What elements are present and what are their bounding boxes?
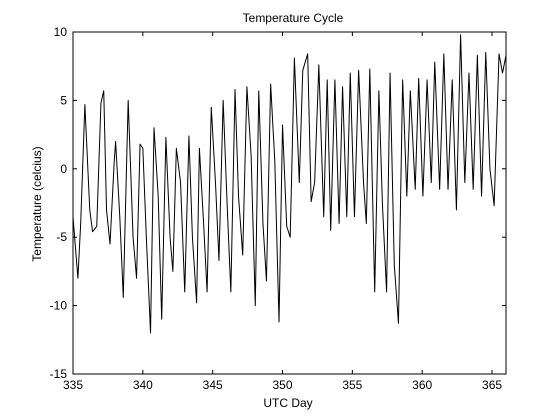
x-tick-label: 365 bbox=[482, 378, 502, 392]
chart-title: Temperature Cycle bbox=[243, 11, 344, 25]
y-tick-label: 0 bbox=[60, 162, 67, 176]
x-tick-label: 360 bbox=[412, 378, 432, 392]
y-tick-label: 5 bbox=[60, 93, 67, 107]
y-axis-ticks: -15 -10 -5 0 5 10 bbox=[50, 25, 506, 381]
x-axis-ticks: 335 340 345 350 355 360 365 bbox=[63, 32, 502, 392]
y-tick-label: 10 bbox=[54, 25, 68, 39]
plot-frame bbox=[72, 31, 507, 375]
series-line-0 bbox=[72, 34, 507, 334]
x-tick-label: 340 bbox=[133, 378, 153, 392]
y-tick-label: -15 bbox=[50, 367, 68, 381]
x-tick-label: 355 bbox=[342, 378, 362, 392]
plot-background bbox=[72, 31, 507, 375]
x-tick-label: 350 bbox=[273, 378, 293, 392]
y-tick-label: -10 bbox=[50, 299, 68, 313]
series-layer bbox=[72, 34, 507, 334]
x-tick-label: 345 bbox=[203, 378, 223, 392]
x-tick-label: 335 bbox=[63, 378, 83, 392]
y-axis-label: Temperature (celcius) bbox=[30, 146, 44, 261]
x-axis-label: UTC Day bbox=[263, 396, 312, 410]
y-tick-label: -5 bbox=[56, 230, 67, 244]
